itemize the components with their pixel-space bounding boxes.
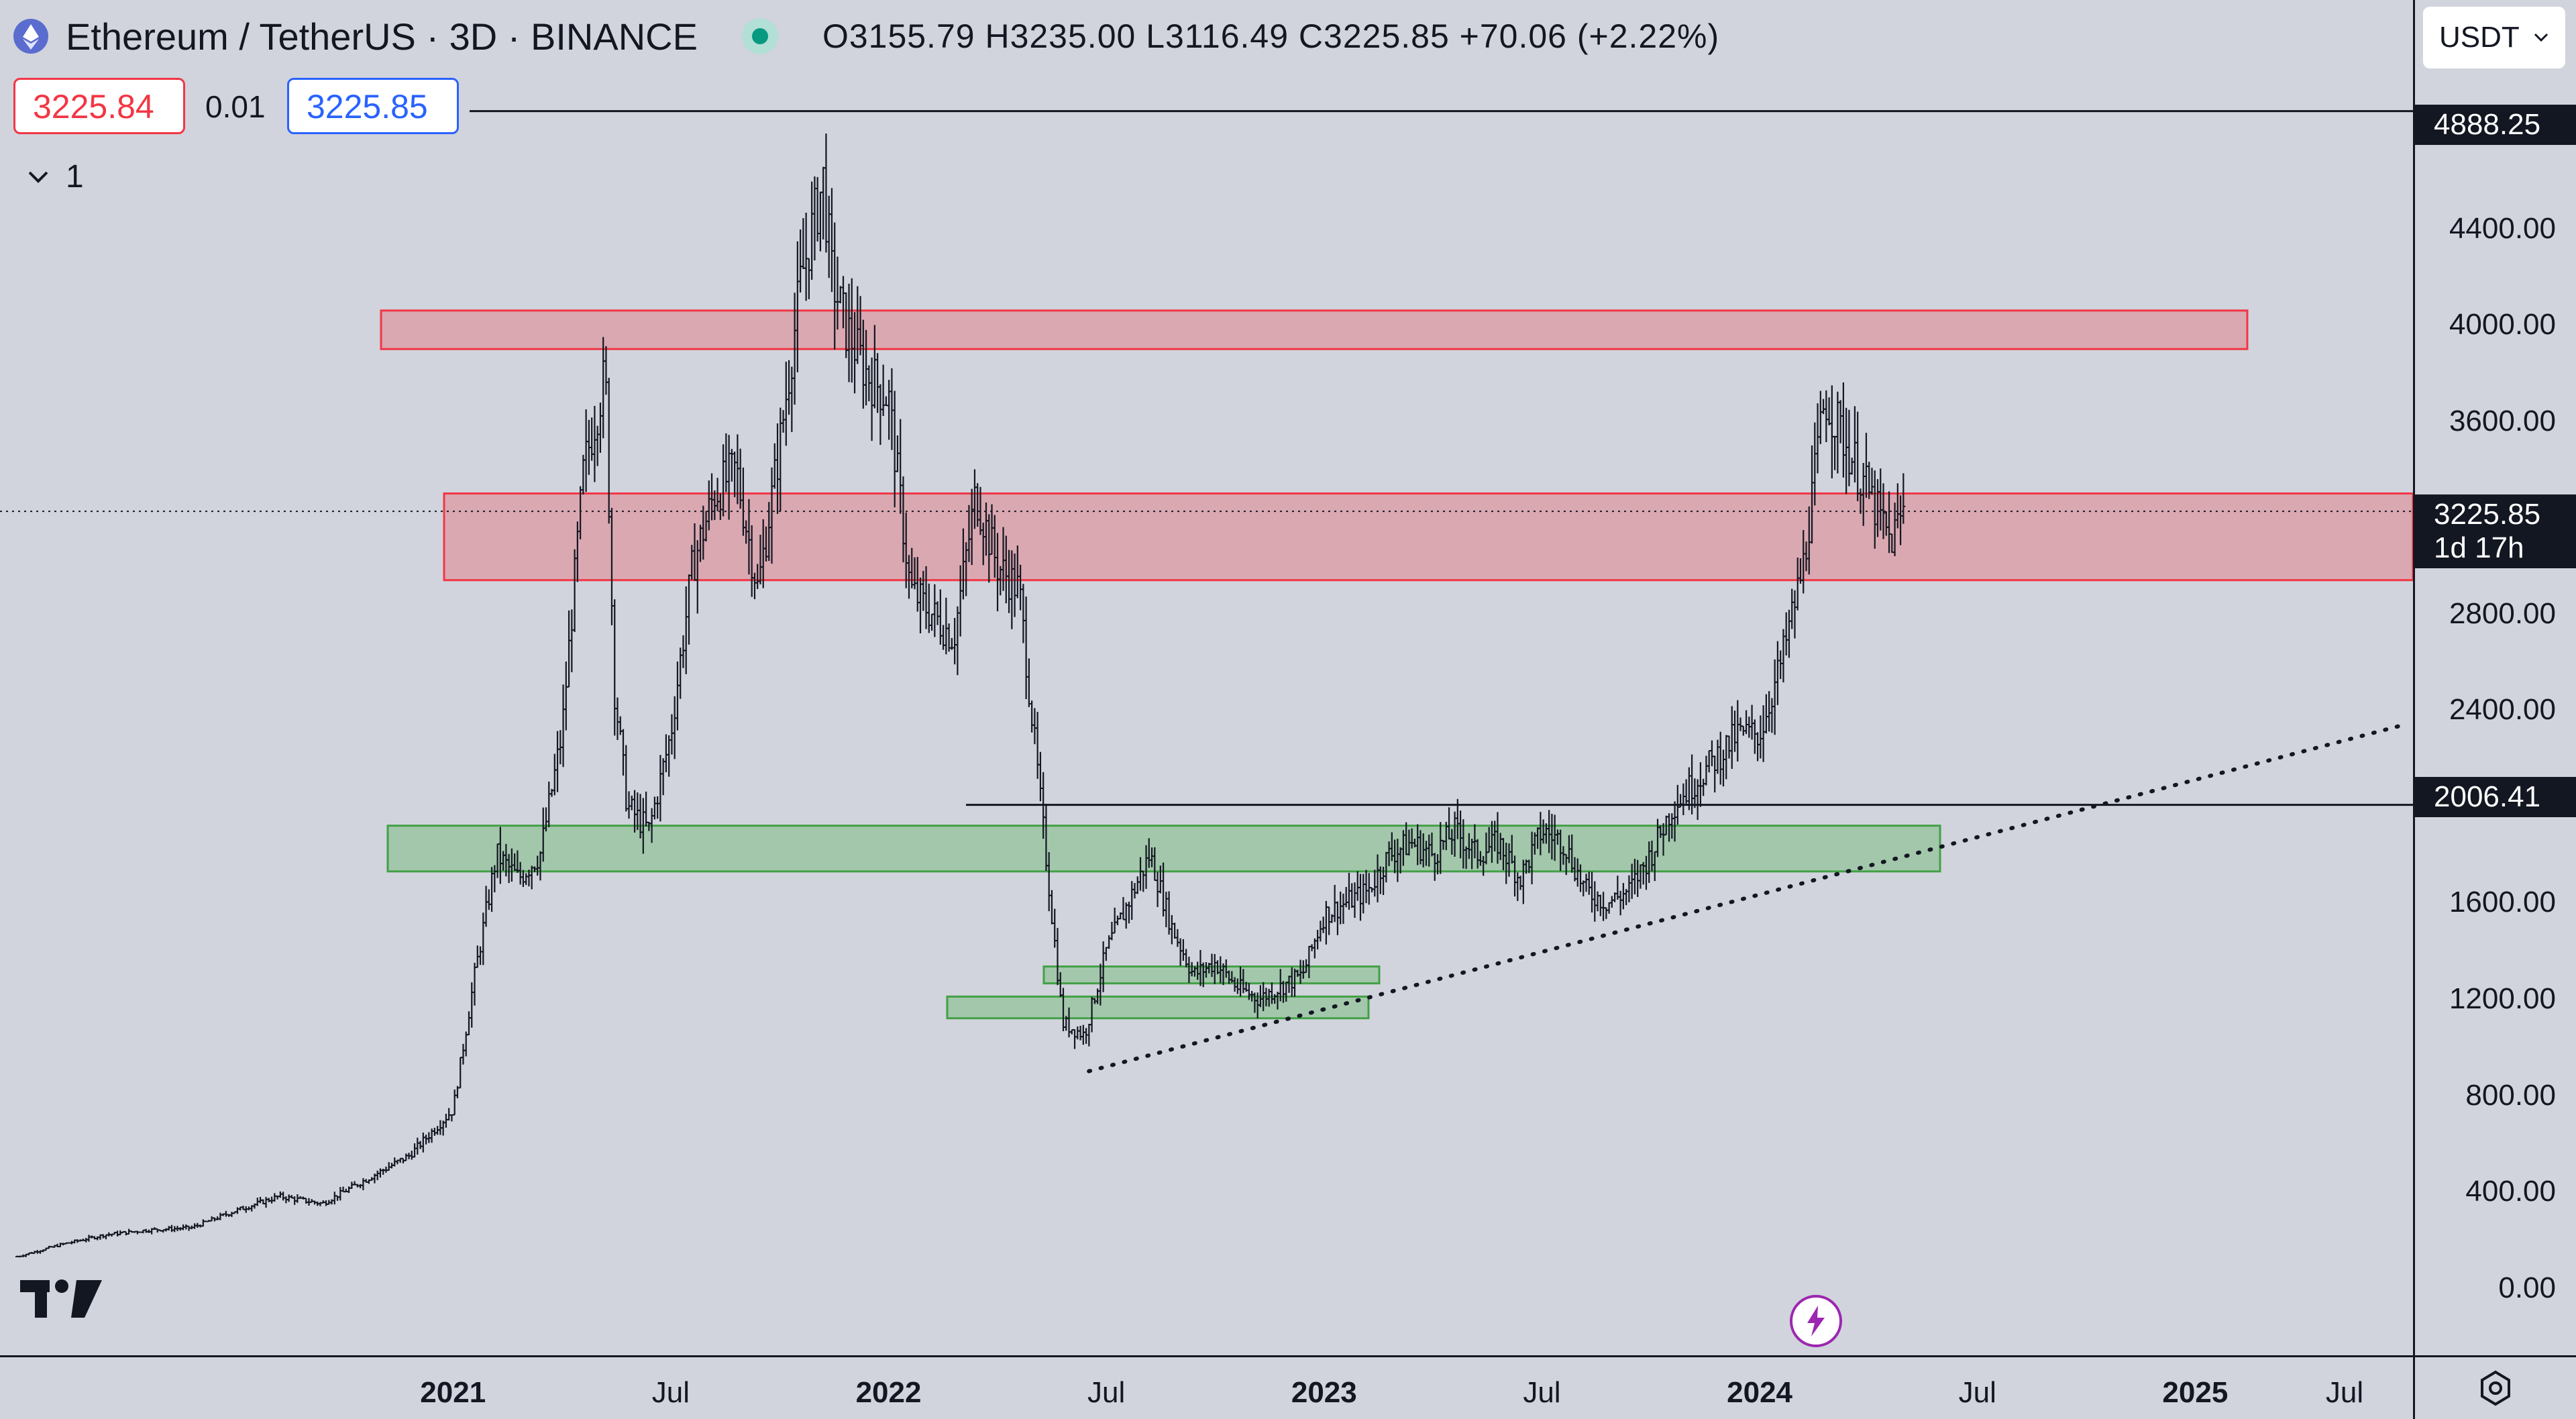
buy-price-label: 3225.85 xyxy=(307,88,428,125)
price-axis-label: 4400.00 xyxy=(2449,212,2556,246)
candles-layer xyxy=(15,134,1905,1257)
time-axis-label: 2024 xyxy=(1727,1376,1792,1410)
tradingview-logo xyxy=(17,1275,105,1325)
symbol-logo-icon[interactable] xyxy=(13,19,48,54)
price-axis-label: 1600.00 xyxy=(2449,886,2556,919)
ascending-trendline xyxy=(1089,724,2408,1071)
time-axis-label: 2023 xyxy=(1291,1376,1357,1410)
resistance-zone xyxy=(444,494,2413,580)
resistance-zone xyxy=(381,311,2247,349)
chart-area[interactable]: Ethereum / TetherUS · 3D · BINANCE O3155… xyxy=(0,0,2413,1355)
market-status-icon[interactable] xyxy=(742,18,778,54)
indicators-toggle[interactable]: 1 xyxy=(27,158,84,195)
price-axis-label: 2400.00 xyxy=(2449,693,2556,727)
price-axis-label: 0.00 xyxy=(2498,1271,2556,1305)
spread-value: 0.01 xyxy=(205,89,266,125)
buy-price-button[interactable]: 3225.85 xyxy=(287,78,459,134)
sell-price-button[interactable]: 3225.84 xyxy=(13,78,185,134)
time-axis-label: 2025 xyxy=(2162,1376,2228,1410)
currency-select[interactable]: USDT xyxy=(2423,7,2565,68)
support-zone xyxy=(947,996,1368,1018)
price-axis-label: 1200.00 xyxy=(2449,982,2556,1016)
symbol-title[interactable]: Ethereum / TetherUS · 3D · BINANCE xyxy=(66,15,698,58)
time-axis-label: Jul xyxy=(1523,1376,1560,1410)
indicators-count: 1 xyxy=(66,158,84,195)
time-axis-label: Jul xyxy=(1959,1376,1996,1410)
sell-price-label: 3225.84 xyxy=(33,88,154,125)
price-chart[interactable] xyxy=(0,0,2413,1355)
bar-countdown-label: 1d 17h xyxy=(2434,531,2576,565)
levels-layer xyxy=(0,111,2413,805)
chevron-down-icon xyxy=(27,170,50,185)
price-tag-high: 4888.25 xyxy=(2415,105,2576,145)
price-axis-label: 2800.00 xyxy=(2449,597,2556,631)
price-axis-label: 400.00 xyxy=(2465,1175,2556,1208)
currency-select-value: USDT xyxy=(2439,21,2520,54)
price-tag-current: 3225.85 1d 17h xyxy=(2415,494,2576,568)
current-price-label: 3225.85 xyxy=(2434,498,2576,531)
tradingview-logo-icon xyxy=(17,1275,105,1322)
time-axis-label: 2022 xyxy=(856,1376,922,1410)
chart-legend: Ethereum / TetherUS · 3D · BINANCE O3155… xyxy=(13,9,1719,63)
replay-lightning-button[interactable] xyxy=(1790,1295,1842,1347)
price-axis-label: 800.00 xyxy=(2465,1079,2556,1112)
price-tag-low: 2006.41 xyxy=(2415,777,2576,817)
time-axis-label: Jul xyxy=(652,1376,690,1410)
price-axis-label: 4000.00 xyxy=(2449,308,2556,341)
time-axis[interactable]: 2021 Jul 2022 Jul 2023 Jul 2024 Jul 2025 Jul xyxy=(0,1355,2413,1419)
chevron-down-icon xyxy=(2533,32,2549,43)
settings-gear-icon[interactable] xyxy=(2475,1368,2516,1408)
price-axis-label: 3600.00 xyxy=(2449,405,2556,438)
lightning-icon xyxy=(1792,1298,1839,1345)
market-status-dot xyxy=(752,28,768,44)
price-axis[interactable]: 4800.004400.004000.003600.002800.002400.… xyxy=(2413,0,2576,1355)
time-axis-label: Jul xyxy=(2326,1376,2363,1410)
ohlc-values: O3155.79 H3235.00 L3116.49 C3225.85 +70.… xyxy=(822,17,1719,56)
chart-settings-corner[interactable] xyxy=(2413,1355,2576,1419)
time-axis-label: 2021 xyxy=(420,1376,486,1410)
time-axis-label: Jul xyxy=(1087,1376,1125,1410)
trend-layer xyxy=(1089,724,2408,1071)
